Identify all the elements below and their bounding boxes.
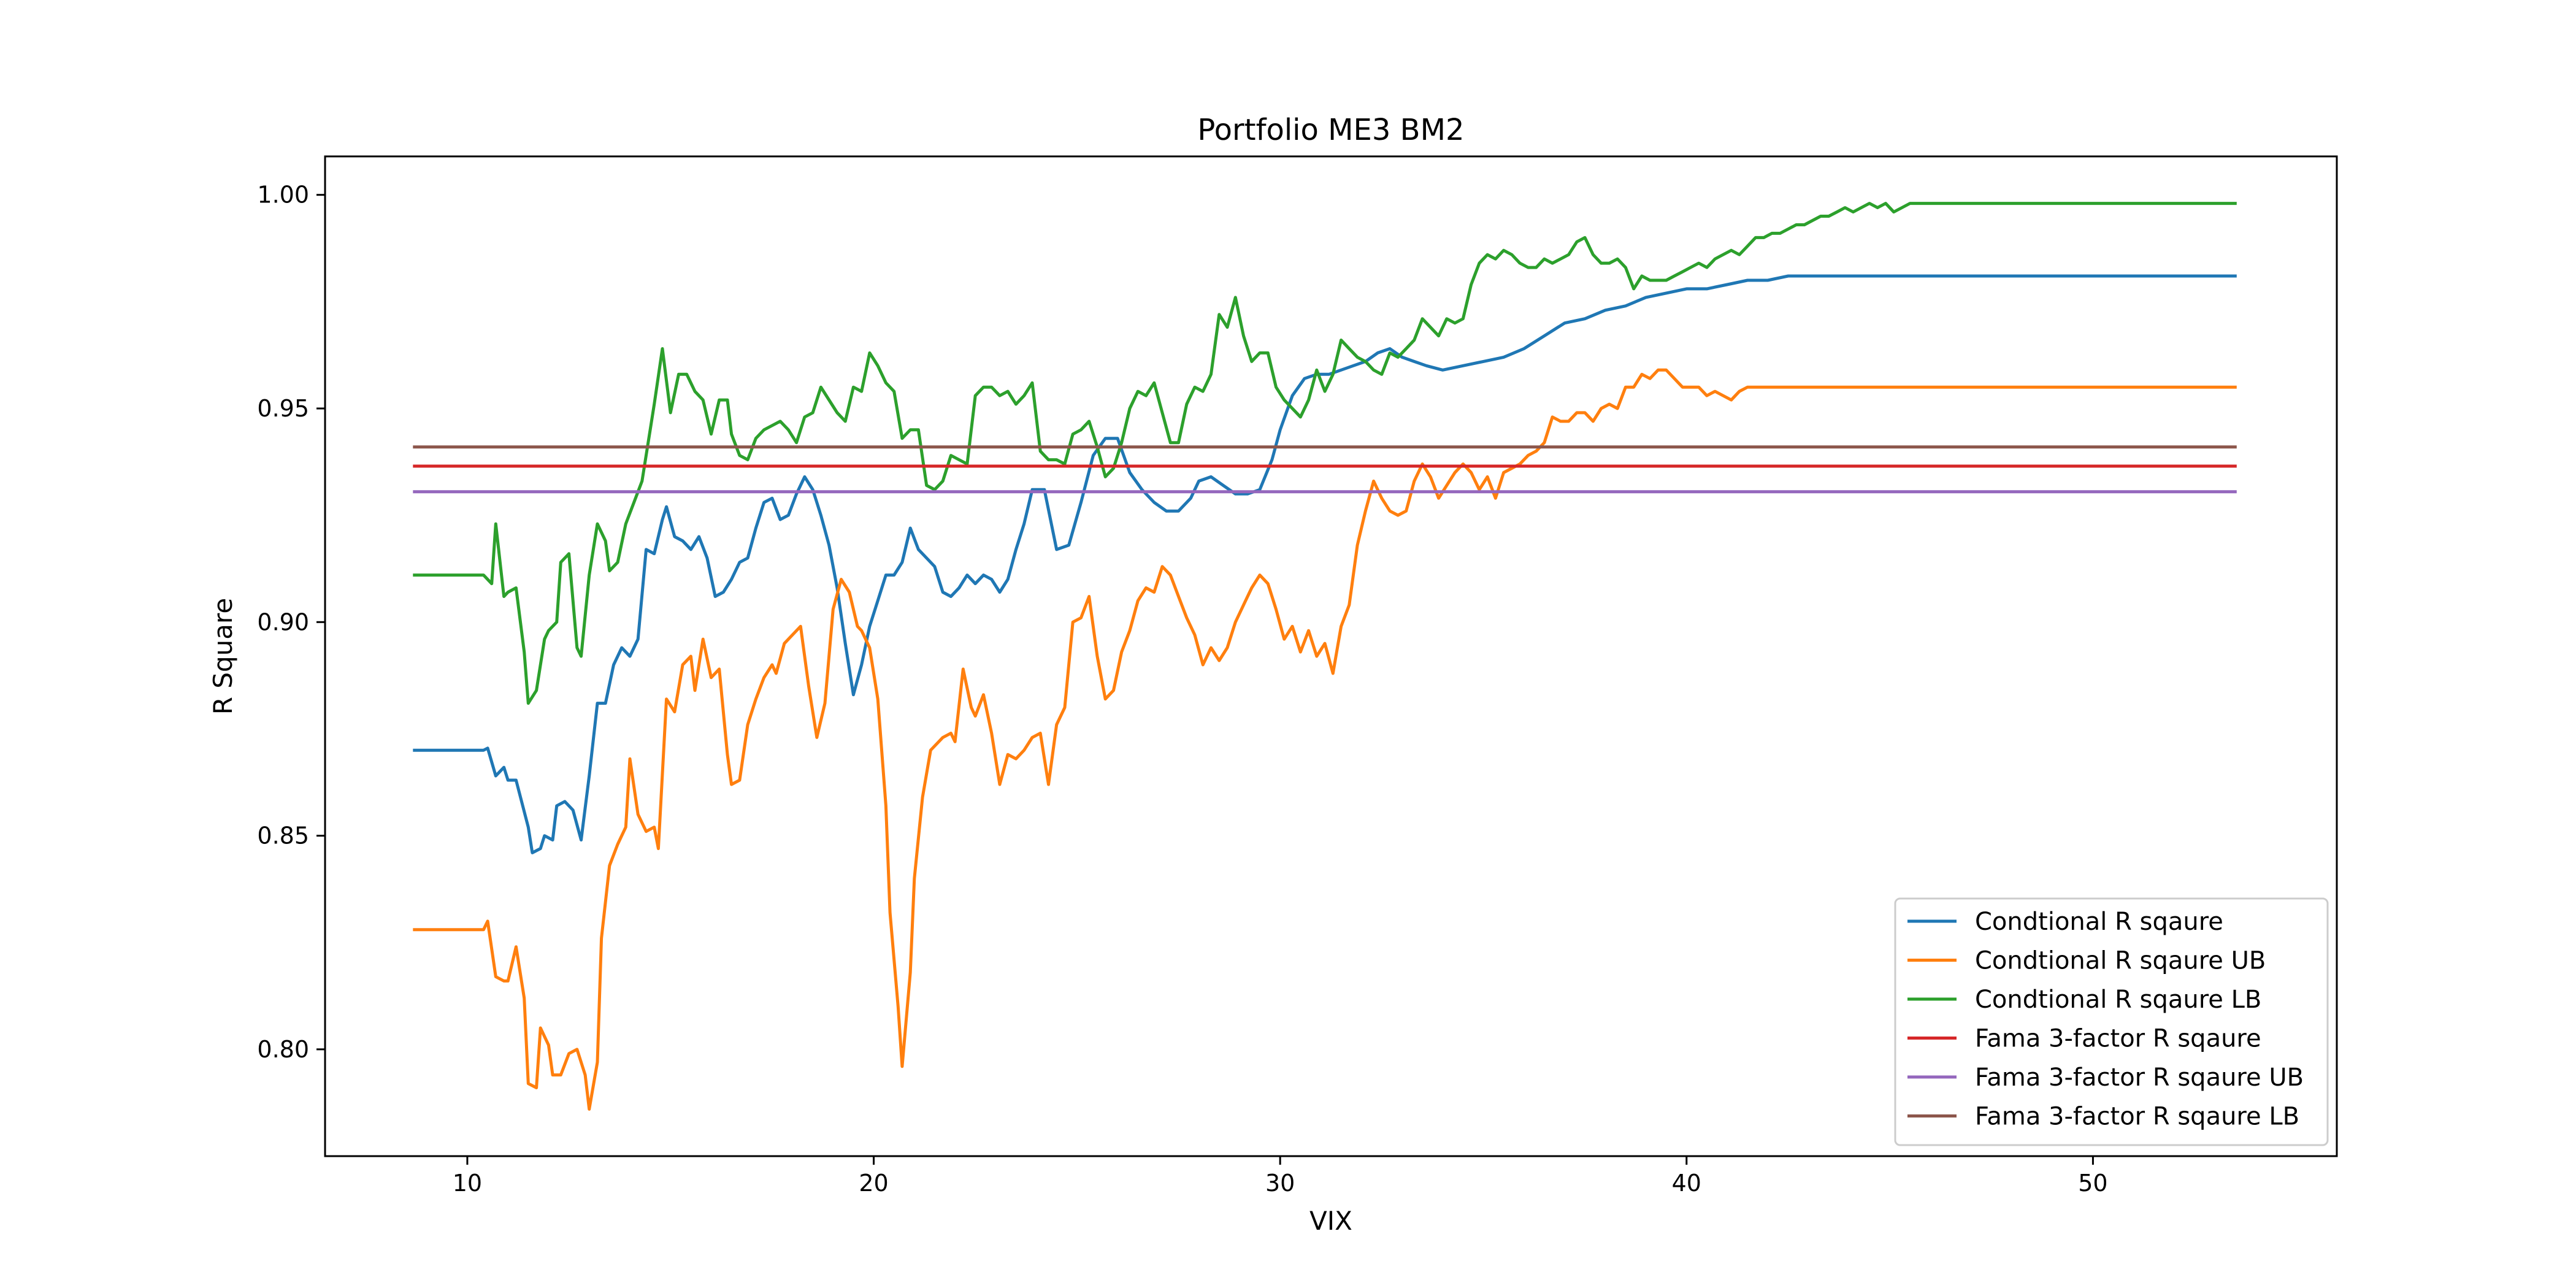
- x-tick-label: 50: [2078, 1170, 2107, 1197]
- legend-label-4: Fama 3-factor R sqaure: [1975, 1025, 2261, 1053]
- legend-label-5: Fama 3-factor R sqaure UB: [1975, 1064, 2304, 1092]
- y-axis-label: R Square: [208, 598, 238, 715]
- legend-label-1: Condtional R sqaure: [1975, 908, 2223, 936]
- y-axis: 0.80 0.85 0.90 0.95 1.00: [257, 182, 325, 1063]
- x-tick-label: 10: [453, 1170, 482, 1197]
- y-tick-label: 0.95: [257, 395, 309, 422]
- x-tick-label: 40: [1672, 1170, 1701, 1197]
- y-tick-label: 0.85: [257, 822, 309, 849]
- y-tick-label: 1.00: [257, 182, 309, 209]
- series-line-3: [413, 202, 2237, 705]
- plot-area-frame: [324, 155, 2338, 1157]
- legend-box: [1894, 897, 2329, 1146]
- y-tick-label: 0.90: [257, 608, 309, 635]
- legend-label-2: Condtional R sqaure UB: [1975, 947, 2266, 975]
- series-line-1: [413, 274, 2237, 854]
- legend-label-6: Fama 3-factor R sqaure LB: [1975, 1103, 2299, 1131]
- y-tick-label: 0.80: [257, 1036, 309, 1063]
- legend-label-3: Condtional R sqaure LB: [1975, 986, 2261, 1014]
- x-axis-label: VIX: [1309, 1206, 1352, 1236]
- legend: Condtional R sqaure Condtional R sqaure U…: [1894, 897, 2329, 1146]
- x-tick-label: 30: [1265, 1170, 1295, 1197]
- series-layer: [413, 202, 2237, 1111]
- series-line-2: [413, 368, 2237, 1111]
- chart-title: Portfolio ME3 BM2: [1197, 113, 1464, 147]
- x-tick-label: 20: [859, 1170, 888, 1197]
- x-axis: 10 20 30 40 50: [453, 1156, 2108, 1197]
